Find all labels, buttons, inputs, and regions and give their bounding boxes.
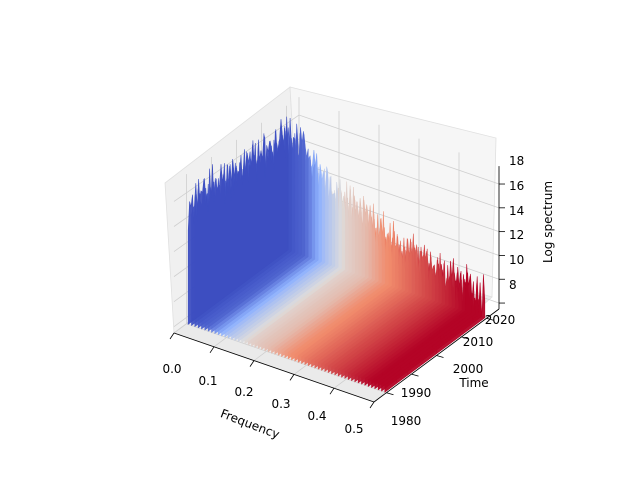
x-tick-5 — [369, 401, 375, 409]
x-tick-label-3: 0.3 — [271, 397, 290, 411]
spectrum-strip-0 — [187, 116, 289, 325]
x-tick-2 — [249, 360, 255, 367]
y-tick-label-2020: 2020 — [485, 313, 516, 327]
z-gridline-5 — [173, 114, 500, 202]
z-tick-label-14: 14 — [509, 204, 524, 218]
z-tick-label-18: 18 — [509, 154, 524, 168]
y-tick-3 — [461, 336, 469, 340]
x-tick-3 — [289, 374, 295, 381]
y-tick-1 — [411, 373, 419, 377]
surface-layer — [187, 116, 486, 393]
y-tick-2 — [436, 355, 444, 358]
x-tick-label-4: 0.4 — [307, 409, 326, 423]
x-tick-1 — [209, 346, 215, 354]
x-tick-label-2: 0.2 — [234, 385, 253, 399]
z-tick-label-12: 12 — [509, 228, 524, 242]
y-tick-label-2000: 2000 — [453, 362, 484, 376]
z-tick-label-10: 10 — [509, 253, 524, 267]
z-tick-label-8: 8 — [509, 278, 517, 292]
z-axis-label: Log spectrum — [541, 181, 555, 263]
y-tick-0 — [386, 392, 394, 396]
x-axis-label: Frequency — [219, 406, 282, 441]
y-tick-label-1980: 1980 — [391, 414, 422, 428]
z-tick-label-16: 16 — [509, 179, 524, 193]
axes-layer — [169, 166, 505, 409]
x-tick-0 — [169, 332, 175, 340]
x-tick-4 — [329, 387, 335, 395]
x-tick-label-5: 0.5 — [344, 422, 363, 436]
x-tick-label-0: 0.0 — [162, 362, 181, 376]
y-tick-label-2010: 2010 — [463, 335, 494, 349]
y-tick-4 — [486, 317, 494, 321]
y-gridline-0 — [186, 174, 387, 394]
x-tick-label-1: 0.1 — [198, 374, 217, 388]
y-tick-label-1990: 1990 — [401, 386, 432, 400]
x-axis-line — [173, 332, 375, 403]
y-axis-label: Time — [458, 376, 488, 390]
